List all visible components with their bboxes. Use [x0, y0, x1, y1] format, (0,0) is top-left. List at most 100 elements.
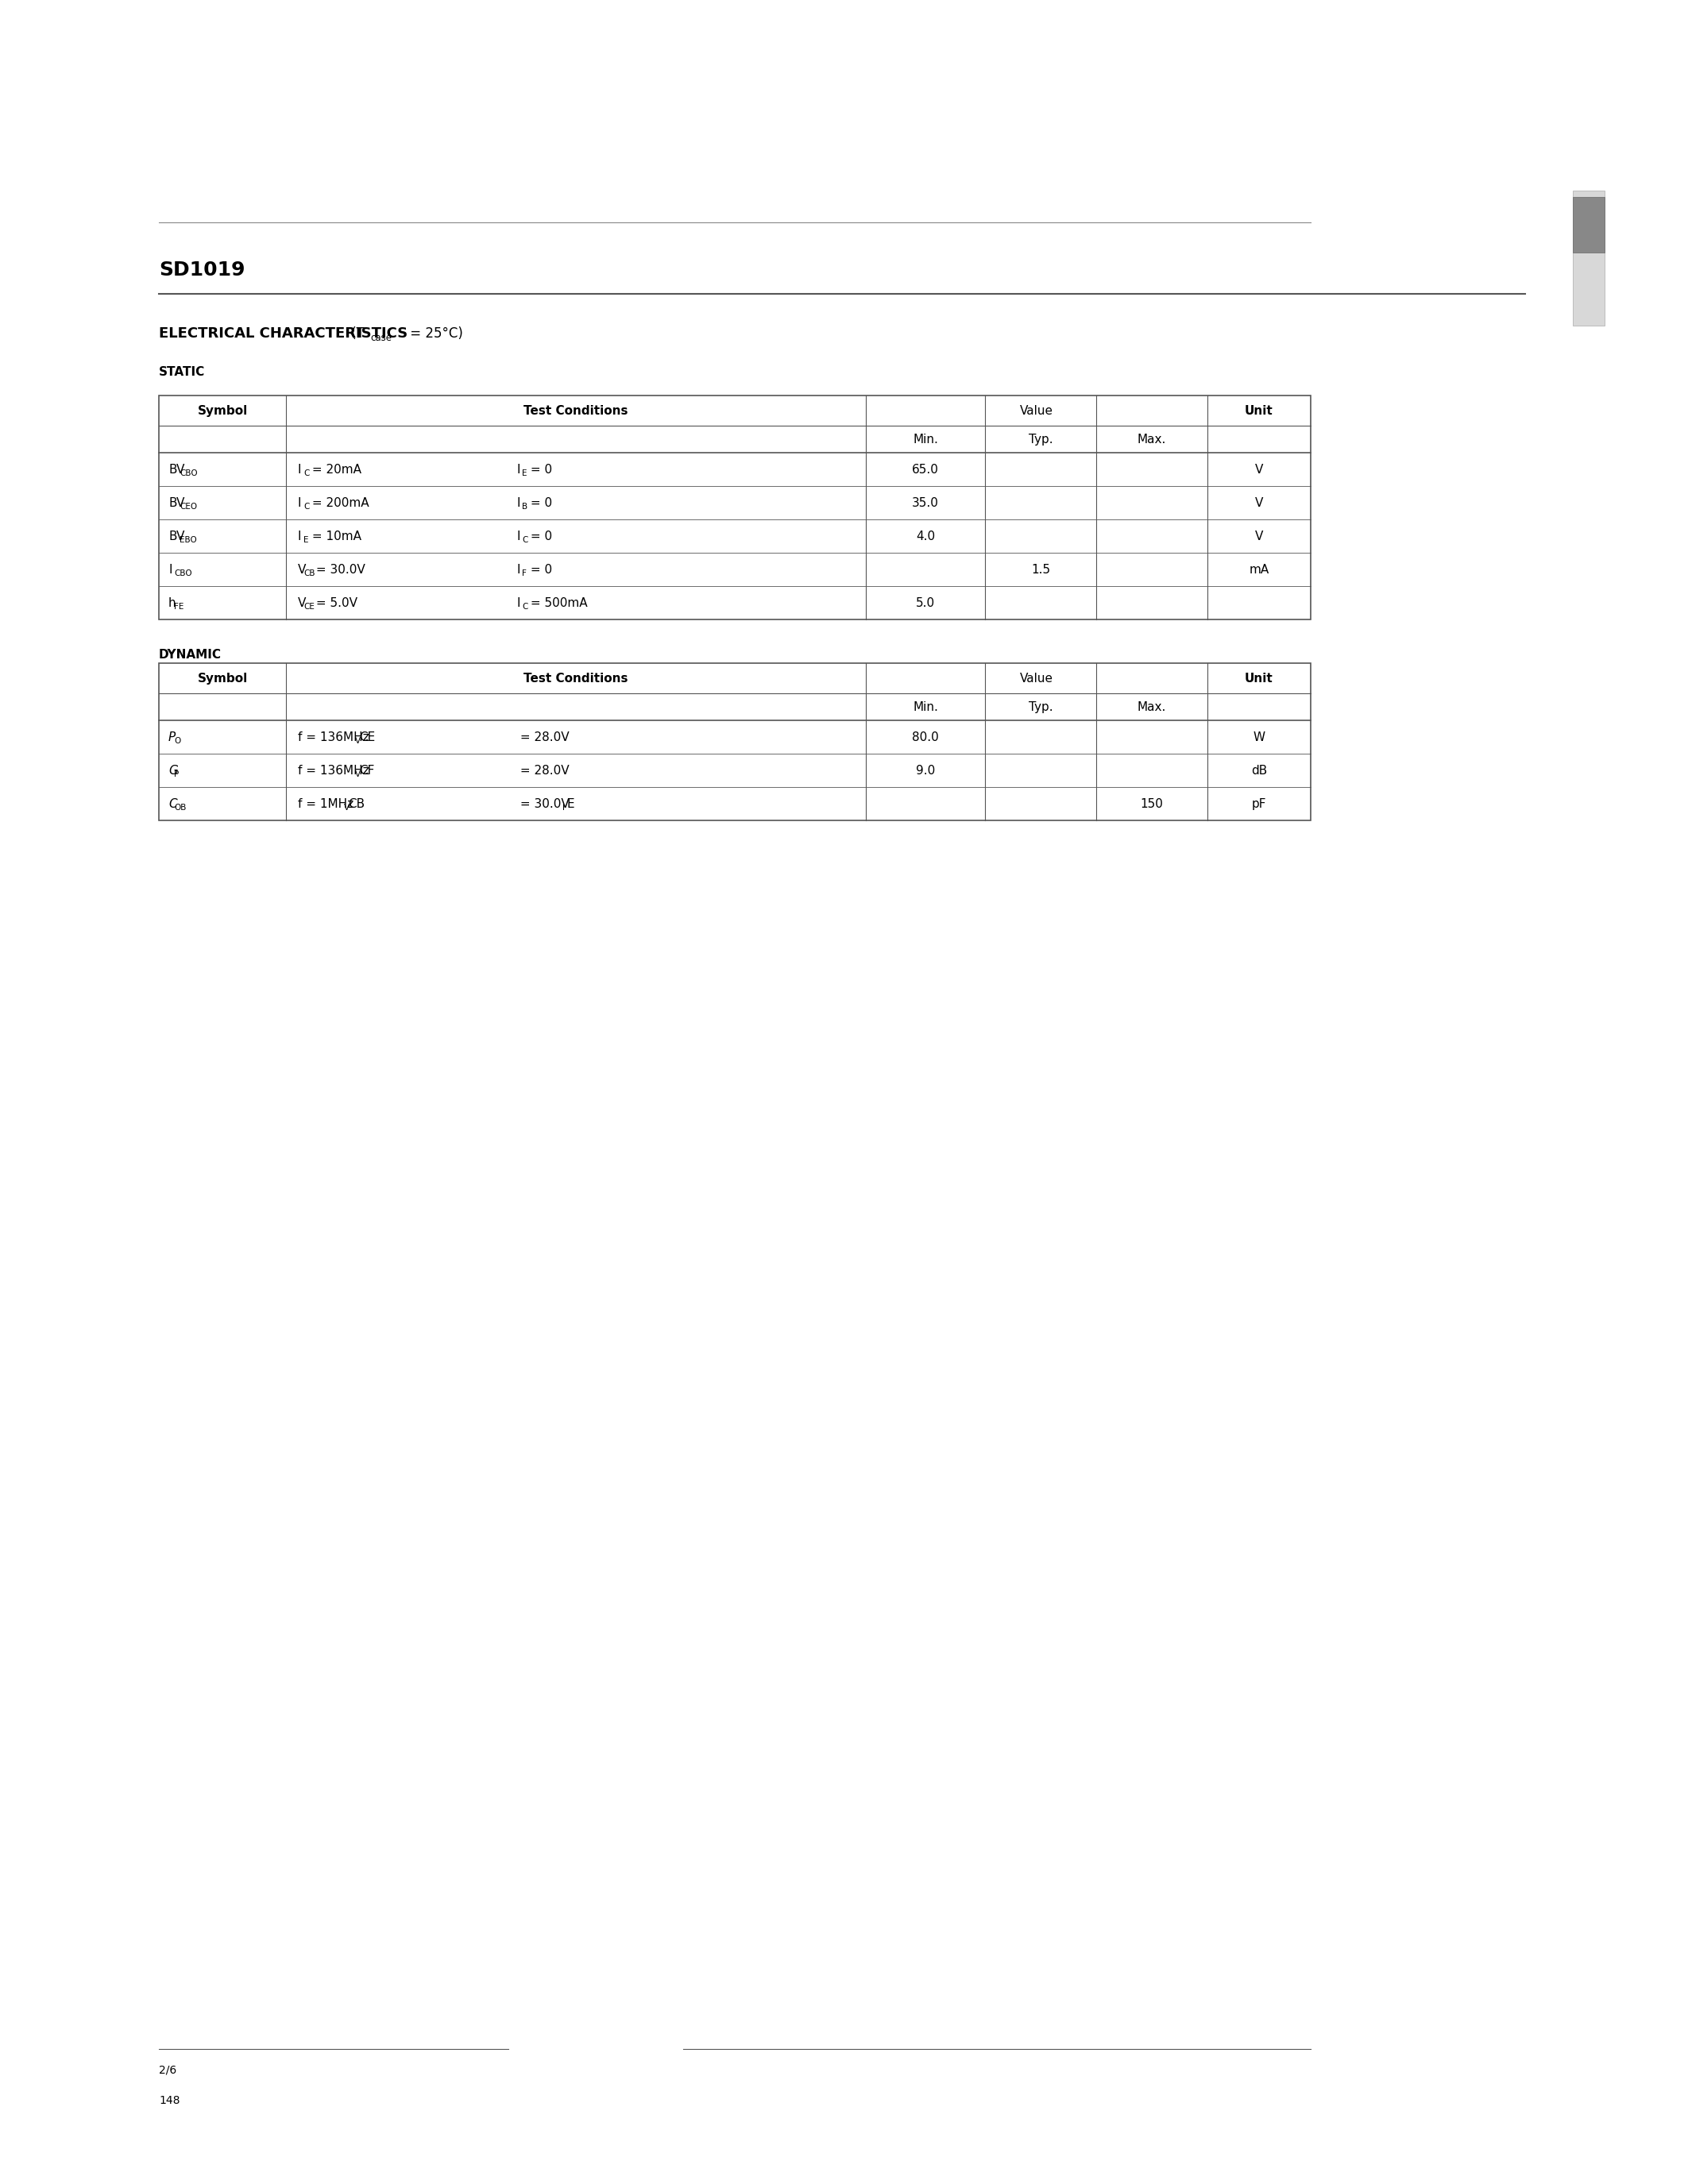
Bar — [1573, 190, 1605, 325]
Text: = 5.0V: = 5.0V — [312, 596, 358, 609]
Text: FE: FE — [174, 603, 184, 612]
Text: = 25°C): = 25°C) — [405, 325, 463, 341]
Text: V: V — [1254, 463, 1263, 476]
Text: I: I — [517, 563, 520, 574]
Text: 1.5: 1.5 — [1031, 563, 1050, 574]
Text: 35.0: 35.0 — [912, 496, 939, 509]
Text: P: P — [169, 732, 176, 743]
Text: case: case — [371, 332, 392, 343]
Text: Unit: Unit — [1244, 673, 1273, 684]
Text: = 500mA: = 500mA — [527, 596, 587, 609]
Text: CB: CB — [304, 570, 316, 577]
Text: V: V — [297, 563, 306, 574]
Text: C: C — [169, 797, 177, 810]
Text: (T: (T — [348, 325, 365, 341]
Bar — [1573, 197, 1605, 253]
Text: O: O — [174, 736, 181, 745]
Text: pF: pF — [1252, 797, 1266, 810]
Text: I: I — [297, 496, 302, 509]
Text: I: I — [297, 463, 302, 476]
Text: BV: BV — [169, 496, 184, 509]
Text: C: C — [304, 502, 309, 511]
Text: I: I — [297, 531, 302, 542]
Text: C: C — [522, 603, 528, 612]
Text: = 200mA: = 200mA — [307, 496, 370, 509]
Text: G: G — [169, 764, 177, 775]
Text: P: P — [174, 771, 179, 778]
Text: ELECTRICAL CHARACTERISTICS: ELECTRICAL CHARACTERISTICS — [159, 325, 408, 341]
Text: = 20mA: = 20mA — [307, 463, 361, 476]
Text: 2/6: 2/6 — [159, 2064, 177, 2077]
Text: f = 136MHz: f = 136MHz — [297, 764, 370, 775]
Bar — [159, 664, 1310, 821]
Text: SD1019: SD1019 — [159, 260, 245, 280]
Text: Max.: Max. — [1138, 432, 1166, 446]
Text: E: E — [304, 535, 309, 544]
Text: CE: CE — [360, 732, 375, 743]
Text: f = 1MHz: f = 1MHz — [297, 797, 353, 810]
Text: Value: Value — [1020, 404, 1053, 417]
Text: Unit: Unit — [1244, 404, 1273, 417]
Text: V: V — [354, 771, 361, 778]
Text: = 30.0V: = 30.0V — [312, 563, 365, 574]
Text: Test Conditions: Test Conditions — [523, 673, 628, 684]
Text: = 0: = 0 — [527, 563, 552, 574]
Text: CB: CB — [348, 797, 365, 810]
Text: OB: OB — [174, 804, 186, 812]
Text: I: I — [517, 463, 520, 476]
Text: V: V — [344, 804, 349, 812]
Text: V: V — [1254, 496, 1263, 509]
Text: Max.: Max. — [1138, 701, 1166, 712]
Text: f = 136MHz: f = 136MHz — [297, 732, 370, 743]
Text: B: B — [522, 502, 528, 511]
Text: = 28.0V: = 28.0V — [517, 732, 569, 743]
Text: DYNAMIC: DYNAMIC — [159, 649, 221, 660]
Text: I: I — [562, 804, 564, 812]
Text: Test Conditions: Test Conditions — [523, 404, 628, 417]
Text: I: I — [169, 563, 172, 574]
Text: 65.0: 65.0 — [912, 463, 939, 476]
Text: CEO: CEO — [181, 502, 197, 511]
Text: 148: 148 — [159, 2094, 181, 2105]
Text: Typ.: Typ. — [1028, 432, 1053, 446]
Text: E: E — [522, 470, 527, 478]
Text: C: C — [522, 535, 528, 544]
Text: = 10mA: = 10mA — [307, 531, 361, 542]
Text: CE: CE — [304, 603, 314, 612]
Text: BV: BV — [169, 531, 184, 542]
Text: = 30.0V: = 30.0V — [517, 797, 569, 810]
Text: Value: Value — [1020, 673, 1053, 684]
Text: CF: CF — [360, 764, 375, 775]
Text: CBO: CBO — [181, 470, 197, 478]
Text: h: h — [169, 596, 176, 609]
Text: BV: BV — [169, 463, 184, 476]
Text: 80.0: 80.0 — [912, 732, 939, 743]
Text: W: W — [1252, 732, 1264, 743]
Bar — [159, 395, 1310, 620]
Text: Symbol: Symbol — [197, 404, 248, 417]
Text: Min.: Min. — [913, 432, 939, 446]
Text: Symbol: Symbol — [197, 673, 248, 684]
Text: 4.0: 4.0 — [917, 531, 935, 542]
Text: = 0: = 0 — [527, 531, 552, 542]
Text: 5.0: 5.0 — [917, 596, 935, 609]
Text: Min.: Min. — [913, 701, 939, 712]
Text: I: I — [517, 531, 520, 542]
Text: C: C — [304, 470, 309, 478]
Text: 9.0: 9.0 — [917, 764, 935, 775]
Text: F: F — [522, 570, 527, 577]
Text: V: V — [297, 596, 306, 609]
Text: EBO: EBO — [181, 535, 197, 544]
Text: 150: 150 — [1141, 797, 1163, 810]
Text: V: V — [1254, 531, 1263, 542]
Text: mA: mA — [1249, 563, 1269, 574]
Text: = 0: = 0 — [527, 463, 552, 476]
Text: V: V — [354, 736, 361, 745]
Text: dB: dB — [1251, 764, 1268, 775]
Text: I: I — [517, 596, 520, 609]
Text: STATIC: STATIC — [159, 365, 206, 378]
Text: CBO: CBO — [174, 570, 192, 577]
Text: E: E — [567, 797, 574, 810]
Text: I: I — [517, 496, 520, 509]
Text: Typ.: Typ. — [1028, 701, 1053, 712]
